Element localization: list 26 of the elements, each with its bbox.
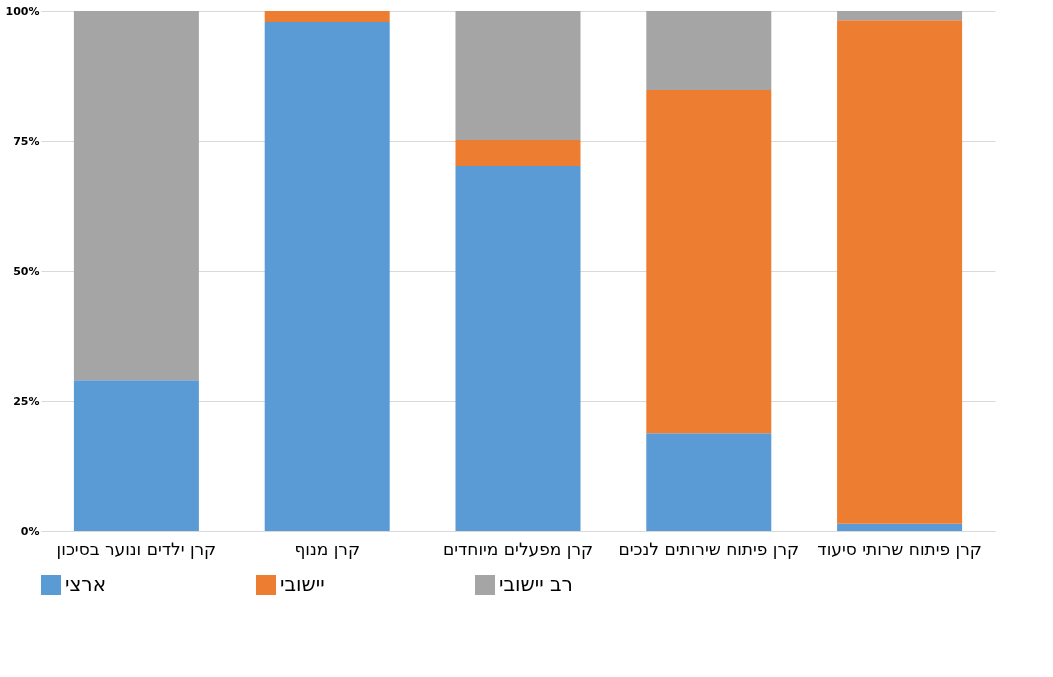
bar [646, 11, 772, 91]
bar [455, 165, 581, 531]
y-tick-label: 75% [13, 134, 40, 148]
x-tick-label: קרן ילדים ונוער בסיכון [56, 538, 217, 559]
bar [264, 11, 390, 22]
bar [73, 11, 199, 381]
bar [646, 433, 772, 531]
x-tick-label: קרן פיתוח שירותים לנכים [618, 538, 800, 559]
legend-label: ארצי [65, 572, 106, 596]
y-tick-label: 25% [13, 394, 40, 408]
y-tick-label: 100% [5, 4, 40, 18]
bar [646, 90, 772, 434]
bar [264, 21, 390, 531]
legend-label: יישובי [280, 572, 325, 596]
y-tick-label: 50% [13, 264, 40, 278]
legend-label: רב יישובי [499, 572, 573, 596]
x-tick-label: קרן מפעלים מיוחדים [442, 538, 594, 559]
x-tick-label: קרן פיתוח שרותי סיעוד [817, 538, 982, 559]
bar [837, 11, 963, 21]
bar [837, 523, 963, 531]
bar [837, 20, 963, 524]
bar [455, 139, 581, 166]
y-tick-label: 0% [20, 524, 40, 538]
bar [455, 11, 581, 140]
x-tick-label: קרן מנוף [294, 538, 360, 559]
bar [73, 380, 199, 531]
